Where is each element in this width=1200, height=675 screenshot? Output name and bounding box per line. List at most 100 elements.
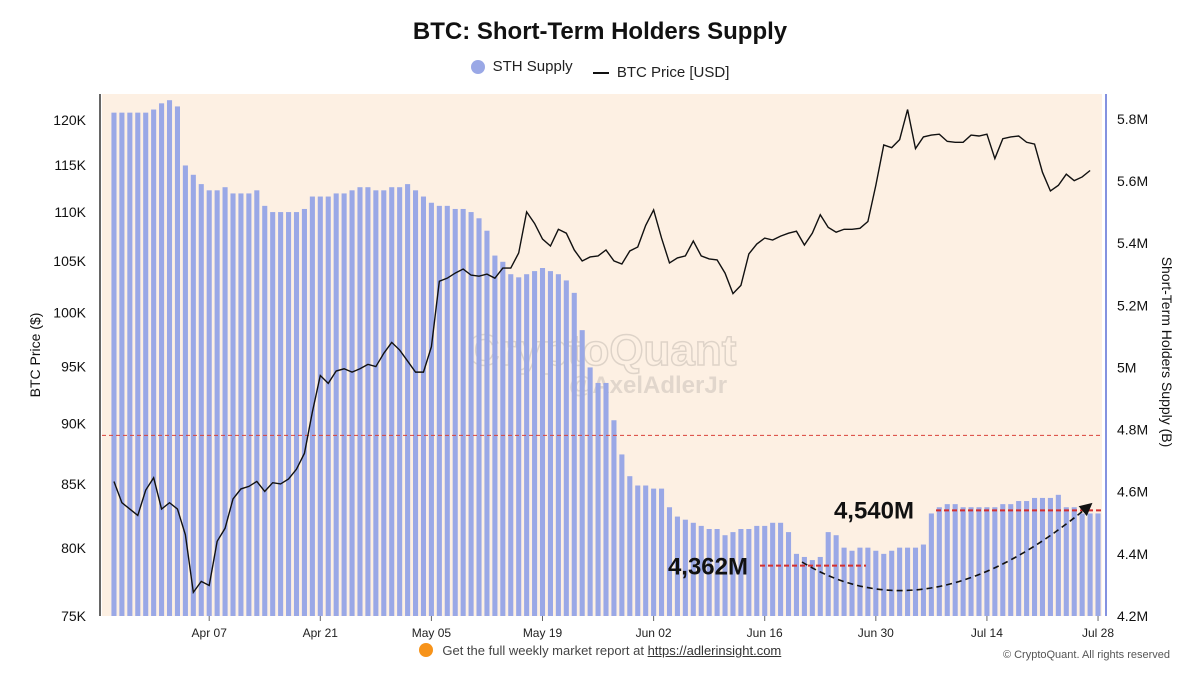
sth-supply-bar	[341, 193, 347, 616]
sth-supply-bar	[746, 529, 752, 616]
sth-supply-bar	[1095, 513, 1101, 616]
sth-supply-bar	[674, 516, 680, 616]
sth-supply-bar	[944, 504, 950, 616]
right-tick-label: 5.6M	[1117, 173, 1148, 189]
x-tick-label: May 05	[412, 626, 452, 640]
sth-supply-bar	[151, 109, 157, 616]
sth-supply-bar	[222, 187, 228, 616]
sth-supply-bar	[928, 513, 934, 616]
right-tick-label: 5.2M	[1117, 297, 1148, 313]
annotation-label-1: 4,362M	[668, 554, 748, 581]
right-tick-label: 4.6M	[1117, 484, 1148, 500]
sth-supply-bar	[1032, 497, 1038, 616]
annotations: 4,362M 4,540M	[668, 497, 1102, 592]
sth-supply-bar	[166, 100, 173, 616]
footer: Get the full weekly market report at htt…	[0, 643, 1200, 658]
sth-supply-bar	[484, 230, 490, 616]
legend: STH Supply BTC Price [USD]	[0, 58, 1200, 81]
sth-supply-bar	[460, 208, 466, 616]
sth-supply-bar	[349, 190, 355, 616]
sth-supply-bar	[976, 507, 982, 616]
sth-supply-bar	[833, 535, 839, 616]
x-tick-label: Apr 21	[303, 626, 339, 640]
sth-supply-bar	[373, 190, 379, 616]
left-tick-label: 90K	[61, 416, 87, 432]
sth-supply-bar	[293, 212, 300, 616]
sth-supply-bar	[920, 544, 926, 616]
sth-supply-bar	[111, 112, 117, 616]
left-tick-label: 95K	[61, 359, 87, 375]
sth-supply-bar	[595, 382, 601, 616]
sth-supply-bar	[286, 212, 292, 616]
sth-supply-bar	[762, 525, 768, 616]
left-tick-label: 75K	[61, 608, 87, 624]
sth-supply-bar	[698, 525, 704, 616]
sth-supply-bar	[397, 187, 403, 616]
sth-supply-bar	[524, 274, 530, 616]
sth-supply-bar	[198, 184, 204, 617]
sth-supply-bar	[1039, 497, 1046, 616]
sth-supply-bar	[960, 507, 966, 616]
sth-supply-bar	[682, 519, 688, 616]
watermark-handle: @AxelAdlerJr	[569, 372, 727, 399]
legend-item-btc-price[interactable]: BTC Price [USD]	[592, 64, 730, 81]
sth-supply-bar	[413, 190, 419, 616]
sth-supply-bar	[841, 547, 847, 616]
sth-supply-bar	[611, 420, 617, 616]
sth-supply-bar	[1079, 513, 1085, 616]
sth-supply-bar	[968, 507, 974, 616]
sth-supply-bar	[325, 196, 331, 617]
sth-supply-bar	[230, 193, 236, 616]
right-tick-label: 5.8M	[1117, 111, 1148, 127]
x-tick-label: Apr 07	[192, 626, 228, 640]
sth-supply-bar	[119, 112, 125, 616]
x-tick-label: Jul 28	[1082, 626, 1114, 640]
left-tick-label: 115K	[54, 157, 86, 173]
sth-supply-bar	[952, 504, 958, 616]
chart-title: BTC: Short-Term Holders Supply	[412, 18, 788, 45]
footer-text: Get the full weekly market report at	[442, 643, 644, 658]
sth-supply-bar	[1024, 501, 1030, 616]
sth-supply-bar	[992, 507, 998, 616]
sth-supply-bar	[333, 193, 339, 616]
left-axis-label: BTC Price ($)	[27, 313, 43, 398]
sth-supply-bar	[1071, 507, 1077, 616]
sth-supply-bar	[706, 529, 712, 616]
sth-supply-bar	[817, 556, 823, 616]
left-tick-label: 110K	[54, 204, 86, 220]
sth-supply-bar	[563, 280, 569, 616]
right-tick-label: 5M	[1117, 359, 1136, 375]
sth-supply-bar	[770, 522, 776, 616]
sth-supply-bar	[206, 190, 212, 616]
sth-supply-bar	[420, 196, 427, 617]
sth-supply-bar	[539, 268, 546, 616]
sth-supply-bar	[873, 550, 879, 616]
sth-supply-bar	[730, 532, 736, 616]
sth-supply-bar	[905, 547, 911, 616]
legend-line-icon	[592, 71, 609, 74]
sth-supply-bar	[357, 187, 363, 616]
copyright-text: © CryptoQuant. All rights reserved	[1002, 649, 1170, 661]
sth-supply-bar	[1087, 513, 1093, 616]
sth-supply-bar	[262, 205, 268, 617]
sth-supply-bar	[571, 292, 577, 616]
sth-supply-bar	[897, 547, 903, 616]
sth-supply-bar	[159, 103, 165, 616]
right-tick-label: 4.4M	[1117, 546, 1148, 562]
x-axis-ticks: Apr 07 Apr 21 May 05 May 19 Jun 02 Jun 16 Jun …	[192, 616, 1114, 640]
footer-link[interactable]: https://adlerinsight.com	[647, 643, 782, 658]
sth-supply-bar	[801, 556, 807, 616]
sth-supply-bars	[111, 100, 1101, 617]
sth-supply-bar	[1000, 504, 1006, 616]
left-tick-label: 85K	[61, 476, 87, 492]
right-axis-label: Short-Term Holders Supply (B)	[1159, 257, 1175, 448]
sth-supply-bar	[127, 112, 133, 616]
legend-label-btc-price: BTC Price [USD]	[616, 64, 730, 81]
sth-supply-bar	[825, 532, 831, 616]
sth-supply-bar	[785, 532, 792, 616]
sth-supply-bar	[476, 218, 482, 617]
sth-supply-bar	[722, 535, 728, 616]
sth-supply-bar	[778, 522, 784, 616]
legend-item-sth-supply[interactable]: STH Supply	[470, 58, 573, 75]
